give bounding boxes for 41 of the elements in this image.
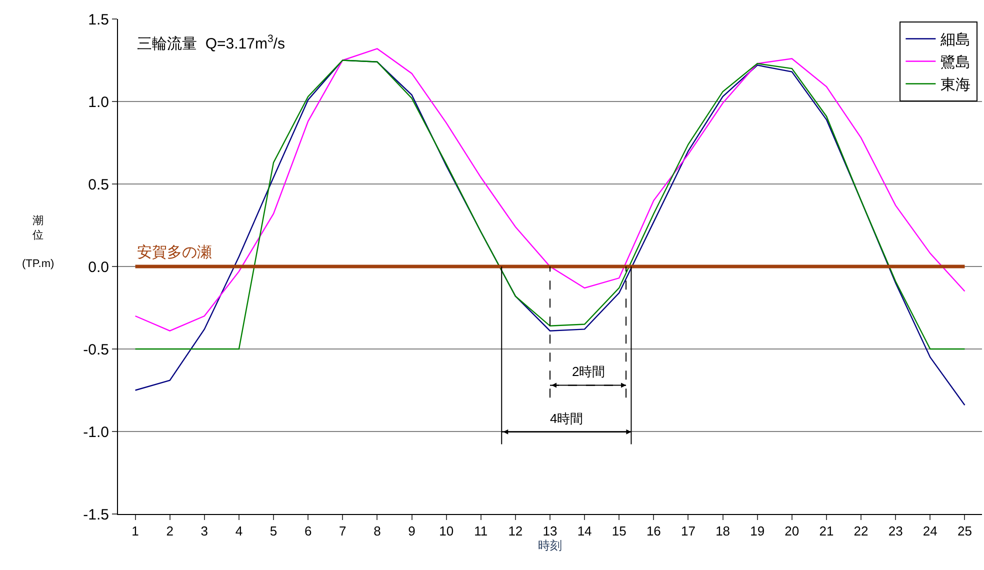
x-tick-label: 2 — [166, 524, 174, 539]
x-tick-label: 18 — [716, 524, 730, 539]
x-tick-label: 3 — [200, 524, 208, 539]
ref-line-label: 安賀多の瀬 — [137, 244, 212, 261]
x-tick-label: 8 — [374, 524, 381, 539]
x-tick-label: 15 — [612, 524, 626, 539]
x-tick-label: 4 — [235, 524, 243, 539]
legend-label: 東海 — [940, 76, 971, 94]
x-tick-label: 13 — [542, 524, 558, 539]
annotation: 2時間 — [572, 364, 606, 379]
x-tick-label: 6 — [304, 524, 312, 539]
legend-label: 鷺島 — [940, 54, 971, 72]
y-tick-label: 0.5 — [88, 176, 109, 194]
y-tick-label: -0.5 — [83, 341, 109, 358]
annotation: 4時間 — [550, 411, 584, 426]
x-tick-label: 1 — [132, 524, 139, 539]
y-tick-label: -1.0 — [83, 424, 109, 441]
x-tick-label: 7 — [339, 524, 346, 539]
x-tick-label: 11 — [474, 524, 488, 539]
x-tick-label: 5 — [270, 524, 278, 539]
y-tick-label: 0.0 — [88, 258, 109, 276]
x-tick-label: 14 — [577, 524, 592, 539]
x-tick-label: 12 — [508, 524, 523, 539]
x-tick-label: 22 — [854, 524, 868, 539]
y-tick-label: -1.5 — [83, 506, 109, 524]
x-tick-label: 16 — [646, 524, 661, 539]
y-tick-label: 1.0 — [88, 94, 109, 111]
y-tick-label: 1.5 — [88, 11, 109, 28]
x-tick-label: 23 — [888, 524, 903, 539]
legend-label: 細島 — [940, 32, 971, 49]
x-tick-label: 24 — [922, 524, 938, 539]
x-axis-title: 時刻 — [538, 538, 562, 553]
text: 三輪流量 Q=3.17m$^{3}$/s — [137, 33, 285, 52]
x-tick-label: 17 — [681, 524, 696, 539]
x-tick-label: 21 — [819, 524, 834, 539]
x-tick-label: 10 — [439, 524, 454, 539]
x-tick-label: 20 — [784, 524, 800, 539]
x-tick-label: 25 — [957, 524, 972, 539]
x-tick-label: 19 — [750, 524, 765, 539]
x-tick-label: 9 — [408, 524, 416, 539]
text: 潮位(TP.m) — [22, 215, 54, 270]
